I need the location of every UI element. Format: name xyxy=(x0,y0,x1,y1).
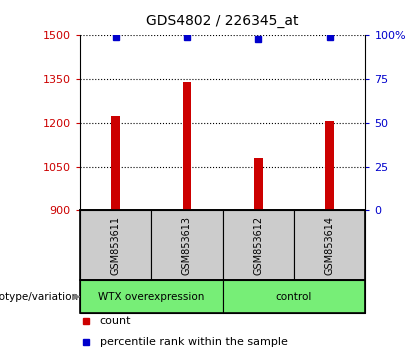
Bar xyxy=(80,280,365,313)
Text: GSM853612: GSM853612 xyxy=(253,216,263,275)
Text: GSM853611: GSM853611 xyxy=(110,216,121,275)
Bar xyxy=(111,116,120,210)
Text: GSM853614: GSM853614 xyxy=(325,216,335,275)
Text: percentile rank within the sample: percentile rank within the sample xyxy=(100,337,288,347)
Text: WTX overexpression: WTX overexpression xyxy=(98,292,205,302)
Text: genotype/variation: genotype/variation xyxy=(0,292,79,302)
Bar xyxy=(80,210,151,280)
Text: GSM853613: GSM853613 xyxy=(182,216,192,275)
Bar xyxy=(80,210,365,280)
Text: GDS4802 / 226345_at: GDS4802 / 226345_at xyxy=(146,14,299,28)
Bar xyxy=(223,280,365,313)
Bar xyxy=(326,121,334,210)
Bar xyxy=(151,210,223,280)
Bar xyxy=(223,210,294,280)
Bar xyxy=(254,158,262,210)
Text: control: control xyxy=(276,292,312,302)
Bar xyxy=(80,280,223,313)
Bar xyxy=(294,210,365,280)
Bar xyxy=(183,82,191,210)
Text: count: count xyxy=(100,316,131,326)
